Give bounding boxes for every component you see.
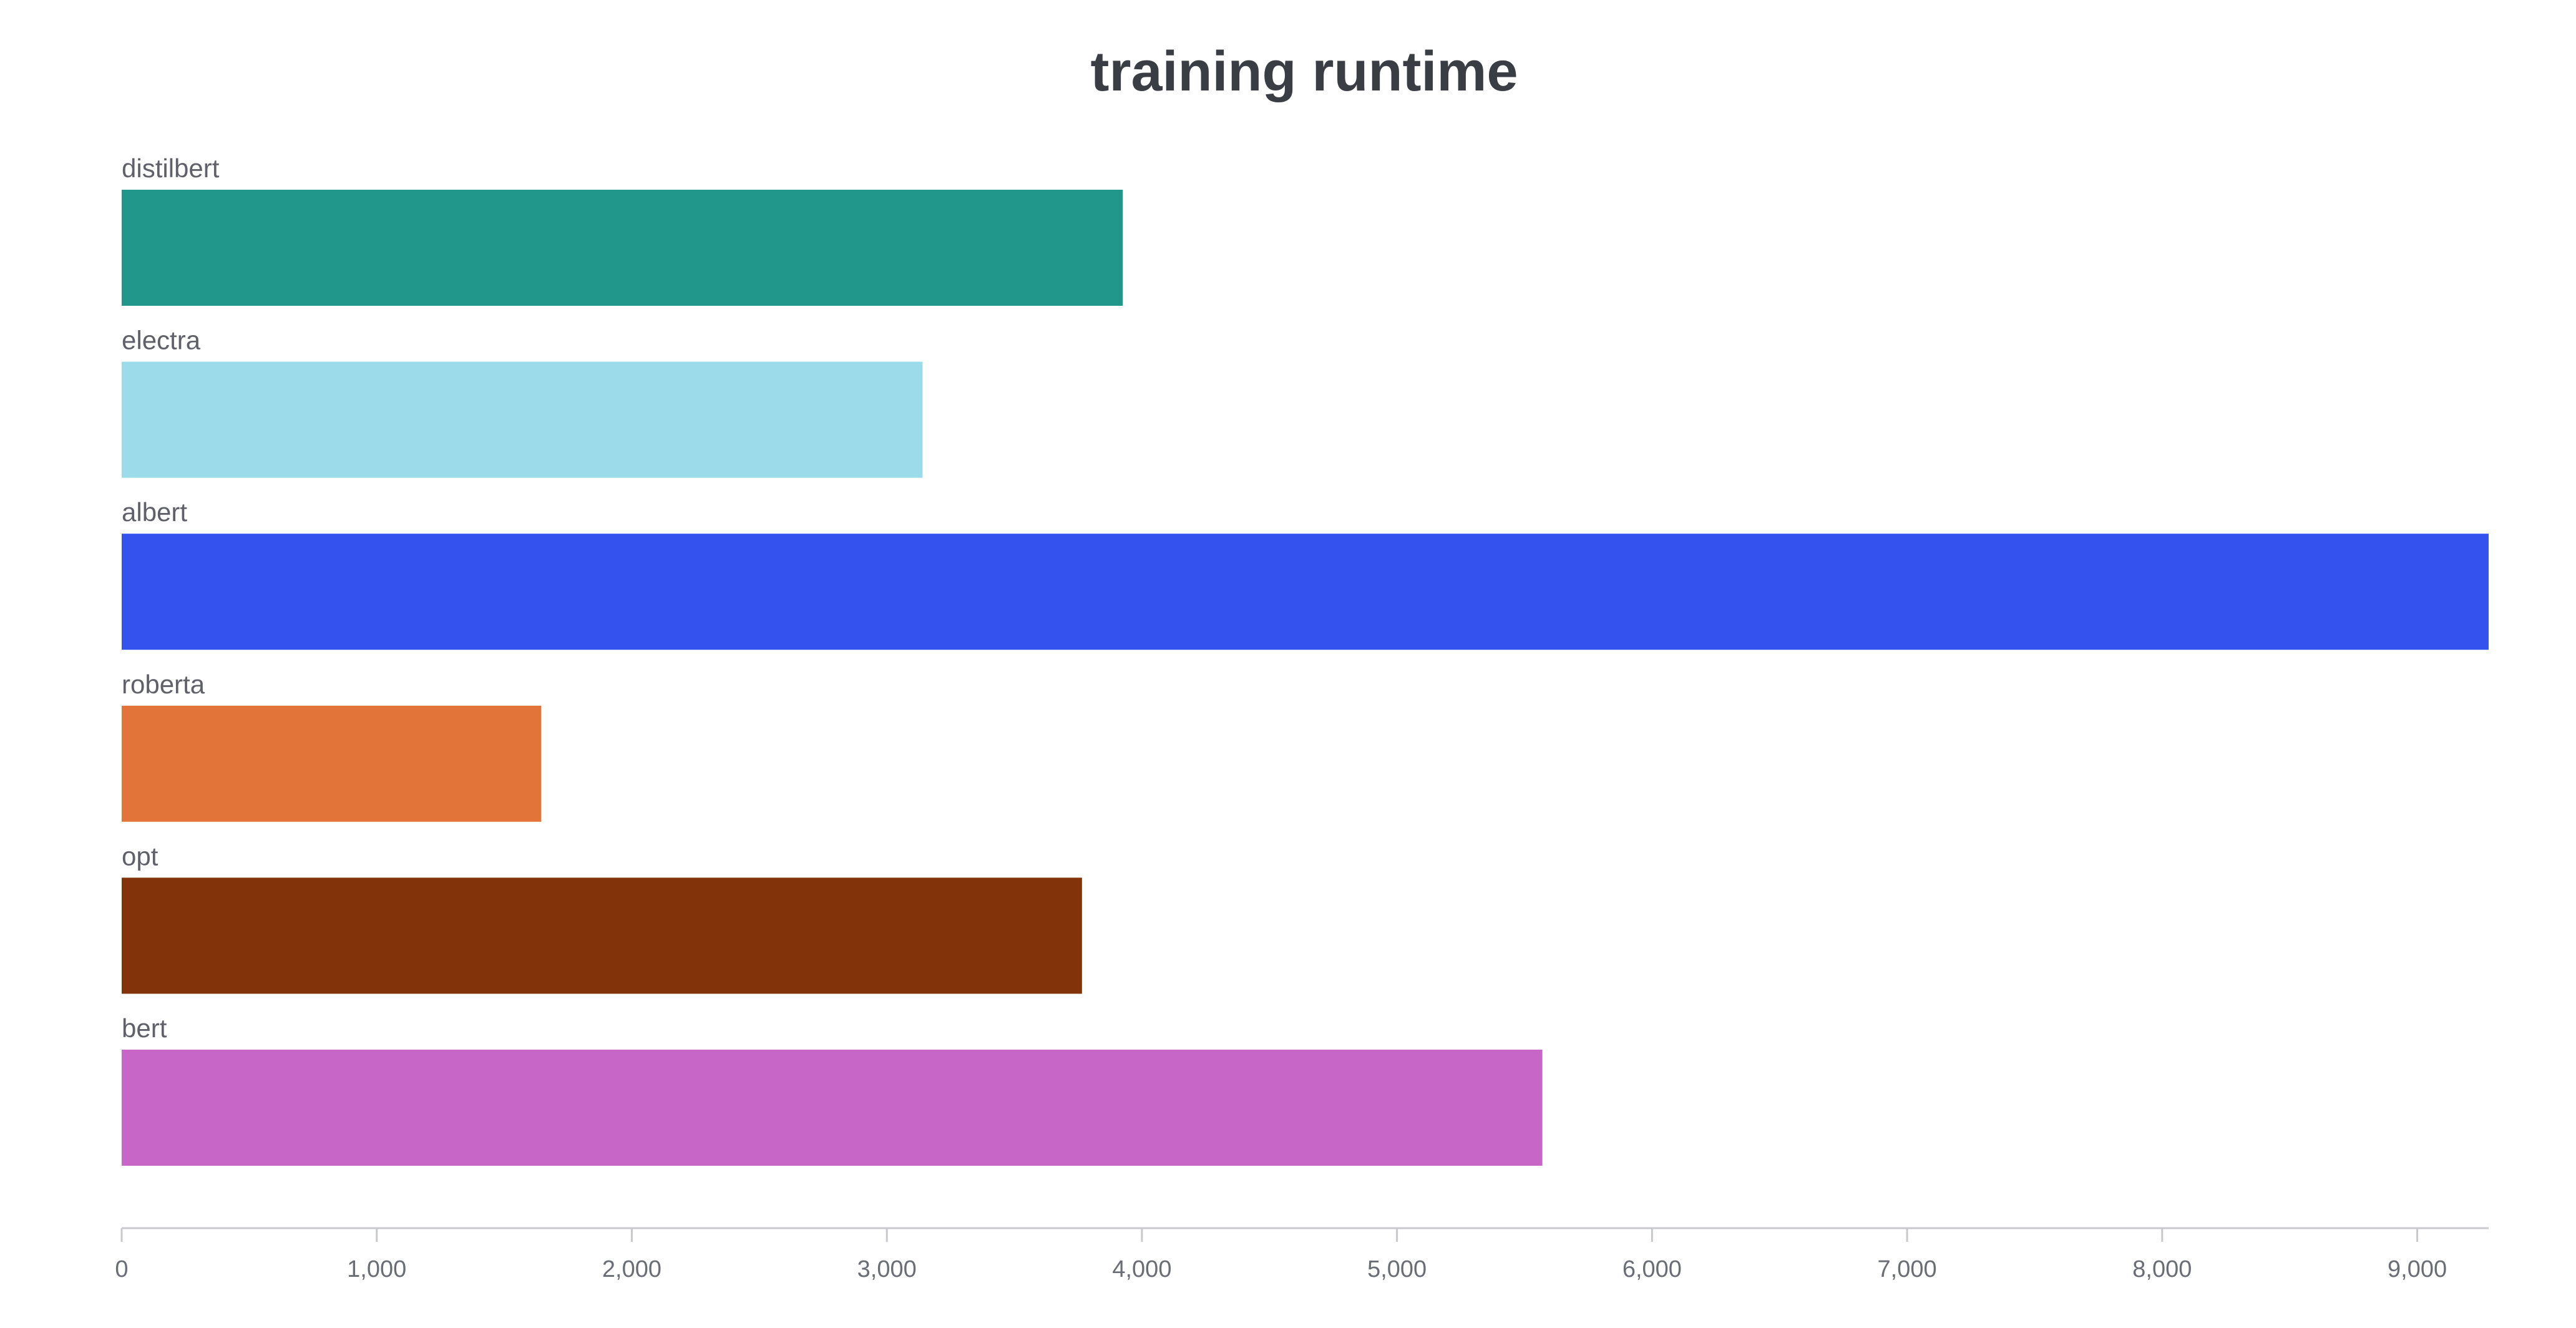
- bar-opt[interactable]: [122, 877, 1082, 994]
- x-tick-label-0: 0: [115, 1256, 128, 1282]
- bar-label-electra: electra: [122, 326, 201, 355]
- x-tick-label-3000: 3,000: [857, 1256, 917, 1282]
- chart-title: training runtime: [1090, 41, 1518, 103]
- bar-distilbert[interactable]: [122, 190, 1123, 306]
- bar-label-albert: albert: [122, 497, 187, 527]
- bar-label-opt: opt: [122, 841, 159, 871]
- bar-label-distilbert: distilbert: [122, 154, 220, 183]
- x-tick-label-2000: 2,000: [602, 1256, 661, 1282]
- x-tick-label-9000: 9,000: [2388, 1256, 2447, 1282]
- bar-label-roberta: roberta: [122, 670, 205, 699]
- x-tick-label-7000: 7,000: [1878, 1256, 1937, 1282]
- x-tick-label-4000: 4,000: [1112, 1256, 1171, 1282]
- x-axis: 0 1,000 2,000 3,000 4,000 5,000 6,000 7,000 8,00…: [115, 1227, 2489, 1282]
- x-tick-label-5000: 5,000: [1367, 1256, 1427, 1282]
- bars-layer: distilbert electra albert roberta opt bert: [122, 154, 2489, 1166]
- bar-label-bert: bert: [122, 1013, 167, 1043]
- x-tick-label-6000: 6,000: [1622, 1256, 1682, 1282]
- bar-roberta[interactable]: [122, 705, 542, 822]
- x-tick-label-8000: 8,000: [2132, 1256, 2192, 1282]
- bar-bert[interactable]: [122, 1050, 1543, 1166]
- x-tick-label-1000: 1,000: [347, 1256, 406, 1282]
- bar-albert[interactable]: [122, 534, 2489, 650]
- bar-electra[interactable]: [122, 361, 923, 478]
